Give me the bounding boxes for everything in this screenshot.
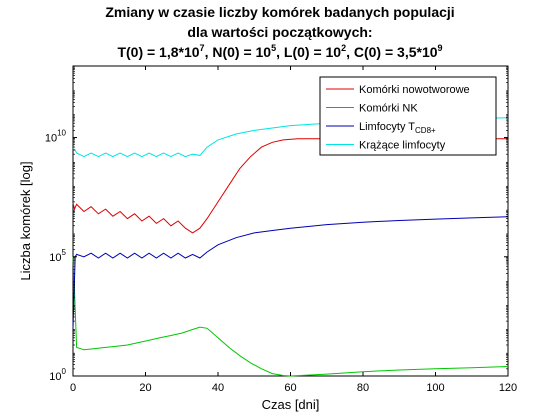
y-tick-label: 1010 <box>45 129 67 145</box>
x-tick-label: 20 <box>139 382 151 394</box>
chart-title: Zmiany w czasie liczby komórek badanych … <box>105 4 454 60</box>
series-line-1 <box>72 138 508 234</box>
series-line-3 <box>72 216 509 329</box>
y-tick-label: 100 <box>49 367 66 383</box>
x-axis-label: Czas [dni] <box>262 397 320 412</box>
x-tick-label: 40 <box>212 382 224 394</box>
x-tick-label: 100 <box>426 382 444 394</box>
chart-title-line-2: dla wartości początkowych: <box>187 24 372 40</box>
x-tick-label: 60 <box>284 382 296 394</box>
y-axis-label: Liczba komórek [log] <box>18 161 33 280</box>
series-line-2 <box>72 256 509 377</box>
x-tick-label: 80 <box>357 382 369 394</box>
chart-title-line-3: T(0) = 1,8*107​, N(0) = 105​, L(0) = 102… <box>117 43 442 60</box>
x-tick-label: 0 <box>70 382 76 394</box>
chart-title-line-1: Zmiany w czasie liczby komórek badanych … <box>105 4 454 20</box>
y-tick-label: 105 <box>49 248 66 264</box>
axis-ticks: 0 20 40 60 80 100 120 100 105 1010 <box>45 66 517 394</box>
series-lines <box>72 117 509 377</box>
legend-entry-4: Krążące limfocyty <box>359 140 446 152</box>
x-tick-label: 120 <box>499 382 517 394</box>
legend-entry-2: Komórki NK <box>359 103 418 115</box>
legend-box <box>319 76 497 156</box>
legend-entry-3: Limfocyty TCD8+ <box>359 121 436 135</box>
legend: Komórki nowotworowe Komórki NK Limfocyty T… <box>319 76 497 156</box>
legend-entry-1: Komórki nowotworowe <box>359 84 470 96</box>
